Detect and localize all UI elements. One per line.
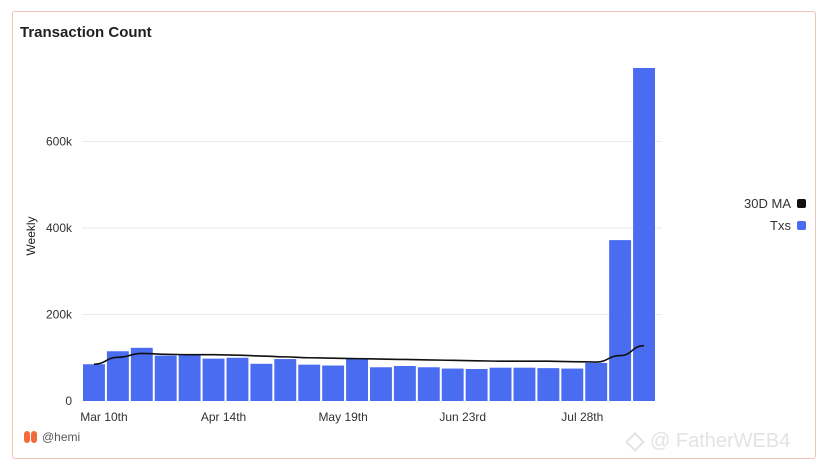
bar[interactable] bbox=[489, 367, 512, 401]
bar[interactable] bbox=[154, 355, 177, 401]
bar[interactable] bbox=[465, 368, 488, 401]
bar[interactable] bbox=[561, 368, 584, 401]
bar[interactable] bbox=[393, 365, 416, 401]
bar[interactable] bbox=[178, 354, 201, 401]
ma-series bbox=[93, 344, 645, 366]
legend-swatch-txs bbox=[797, 220, 806, 230]
bar-series bbox=[83, 67, 655, 401]
bar[interactable] bbox=[370, 367, 392, 401]
y-tick-label: 600k bbox=[46, 135, 73, 149]
bar[interactable] bbox=[346, 358, 368, 401]
bar[interactable] bbox=[274, 359, 297, 401]
watermark: @ FatherWEB4 bbox=[625, 430, 791, 453]
y-axis-label: Weekly bbox=[24, 216, 38, 255]
legend-label-ma: 30D MA bbox=[744, 195, 791, 211]
bar[interactable] bbox=[250, 363, 273, 401]
x-axis-ticks: Mar 10th Apr 14th May 19th Jun 23rd Jul 28th bbox=[80, 410, 603, 424]
bar[interactable] bbox=[322, 365, 345, 401]
bar[interactable] bbox=[298, 364, 321, 401]
legend-item-ma[interactable]: 30D MA bbox=[744, 192, 806, 214]
grid-lines bbox=[82, 141, 662, 315]
bar[interactable] bbox=[106, 351, 129, 401]
watermark-icon bbox=[625, 431, 645, 452]
bar[interactable] bbox=[441, 368, 464, 401]
x-tick-label: Jun 23rd bbox=[439, 410, 486, 424]
footer-brand: @hemi bbox=[24, 430, 80, 444]
y-tick-label: 400k bbox=[46, 221, 73, 235]
bar[interactable] bbox=[83, 364, 105, 401]
x-tick-label: May 19th bbox=[318, 410, 367, 424]
bar[interactable] bbox=[633, 67, 655, 401]
brand-label: @hemi bbox=[42, 430, 81, 444]
watermark-text: @ FatherWEB4 bbox=[650, 430, 791, 452]
ma-line bbox=[93, 344, 645, 366]
bar[interactable] bbox=[417, 367, 440, 401]
bar[interactable] bbox=[513, 367, 536, 401]
bar[interactable] bbox=[202, 358, 225, 401]
legend: 30D MA Txs bbox=[744, 192, 806, 236]
y-tick-label: 200k bbox=[46, 308, 73, 322]
bar[interactable] bbox=[585, 362, 608, 401]
bar[interactable] bbox=[609, 240, 632, 401]
x-tick-label: Apr 14th bbox=[201, 410, 246, 424]
bar[interactable] bbox=[130, 347, 153, 401]
x-tick-label: Mar 10th bbox=[80, 410, 127, 424]
x-tick-label: Jul 28th bbox=[561, 410, 603, 424]
legend-swatch-ma bbox=[797, 198, 806, 208]
chart-title: Transaction Count bbox=[20, 24, 152, 41]
bar[interactable] bbox=[226, 357, 249, 401]
y-tick-label: 0 bbox=[65, 394, 72, 408]
legend-item-txs[interactable]: Txs bbox=[744, 214, 806, 236]
hemi-logo-icon bbox=[24, 430, 37, 444]
bar[interactable] bbox=[537, 368, 560, 401]
legend-label-txs: Txs bbox=[770, 217, 791, 233]
y-axis-ticks: 0 200k 400k 600k bbox=[46, 135, 73, 409]
